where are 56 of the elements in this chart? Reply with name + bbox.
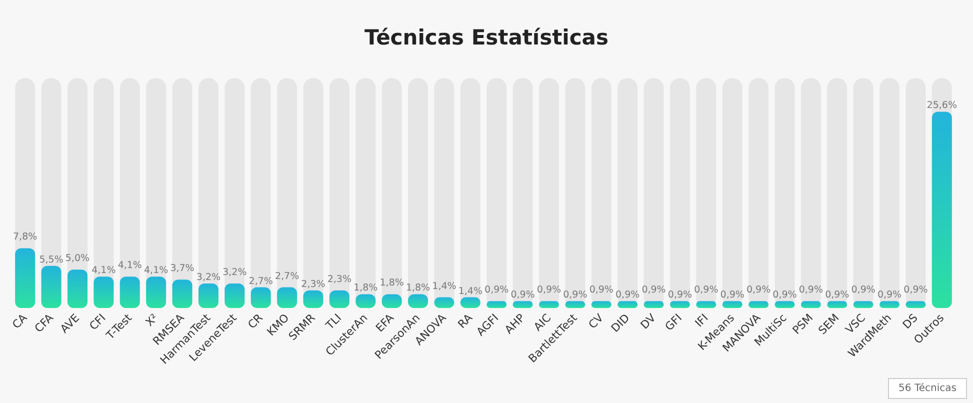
bar <box>172 280 192 308</box>
bar <box>224 283 245 308</box>
bar <box>146 276 166 308</box>
text: 56 Técnicas <box>898 383 956 394</box>
data-label: 0,9% <box>563 290 588 301</box>
data-label: 5,5% <box>39 254 64 266</box>
data-label: 0,9% <box>616 290 640 301</box>
data-label: 2,7% <box>248 276 273 287</box>
data-label: 0,9% <box>772 290 797 301</box>
data-label: 1,4% <box>458 286 482 297</box>
data-label: 3,2% <box>222 266 247 278</box>
data-label: 0,9% <box>510 290 535 301</box>
data-label: 3,2% <box>196 272 221 283</box>
x-tick-label: CFA <box>32 311 56 336</box>
x-tick-label: CA <box>10 311 30 332</box>
data-label: 0,9% <box>668 290 692 301</box>
x-tick-label: GFI <box>662 311 685 334</box>
data-label: 0,9% <box>484 284 509 296</box>
x-tick-label: CR <box>245 311 266 332</box>
data-label: 4,1% <box>118 260 142 272</box>
bar <box>67 270 88 308</box>
data-label: 0,9% <box>694 284 718 296</box>
x-tick-label: DID <box>608 311 632 335</box>
data-label: 7,8% <box>13 232 38 243</box>
data-label: 2,7% <box>274 270 300 282</box>
x-tick-label: CFI <box>86 311 108 333</box>
bar <box>94 276 114 308</box>
data-label: 1,8% <box>354 282 378 294</box>
data-label: 4,1% <box>92 265 116 276</box>
data-label: 1,8% <box>380 278 404 289</box>
data-label: 0,9% <box>877 290 902 301</box>
bar <box>120 276 140 308</box>
data-label: 1,4% <box>432 280 456 292</box>
bar <box>198 283 218 308</box>
data-label: 0,9% <box>642 284 666 296</box>
x-tick-label: CV <box>586 311 606 332</box>
data-label: 4,1% <box>144 265 168 276</box>
data-label: 2,3% <box>327 274 352 285</box>
data-label: 2,3% <box>301 278 326 290</box>
data-label: 0,9% <box>536 284 562 296</box>
data-label: 0,9% <box>825 290 850 301</box>
data-label: 0,9% <box>589 284 614 296</box>
data-label: 1,8% <box>406 282 430 294</box>
data-label: 0,9% <box>904 284 928 296</box>
x-tick-label: RA <box>455 311 476 331</box>
data-label: 0,9% <box>798 284 823 296</box>
data-label: 25,6% <box>926 100 957 112</box>
data-label: 5,0% <box>65 253 90 264</box>
chart-title: Técnicas Estatísticas <box>364 26 608 50</box>
data-label: 3,7% <box>170 263 194 274</box>
data-label: 0,9% <box>746 284 771 296</box>
x-tick-label: DV <box>638 311 659 332</box>
data-label: 0,9% <box>720 290 744 301</box>
bar <box>41 266 62 308</box>
data-label: 0,9% <box>851 284 876 296</box>
x-tick-label: DS <box>900 311 920 332</box>
